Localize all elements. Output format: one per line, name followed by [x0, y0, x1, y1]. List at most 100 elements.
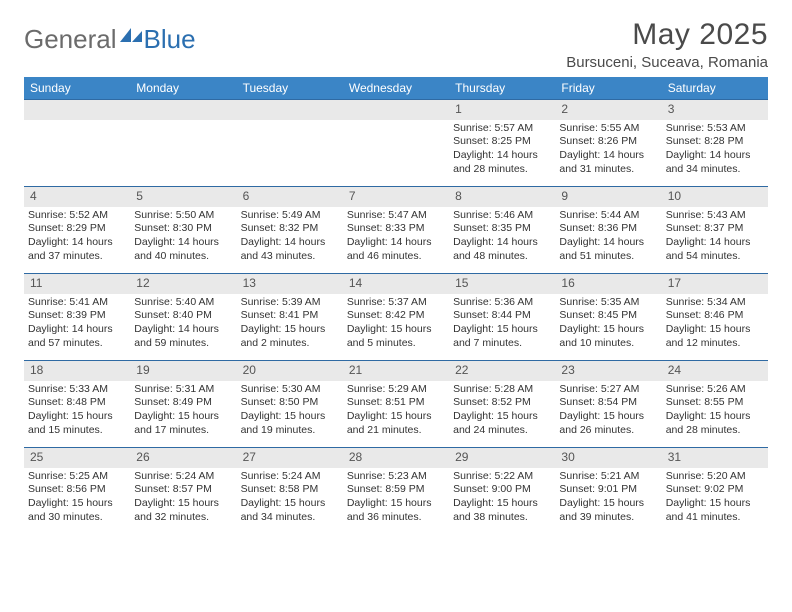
day-of-week-header: Sunday: [24, 77, 130, 99]
sunset-line: Sunset: 8:49 PM: [134, 396, 232, 410]
sunrise-line: Sunrise: 5:39 AM: [241, 296, 339, 310]
day-cell: 9Sunrise: 5:44 AMSunset: 8:36 PMDaylight…: [555, 187, 661, 273]
daylight-line-1: Daylight: 14 hours: [28, 323, 126, 337]
empty-day-bar: [343, 100, 449, 120]
daylight-line-2: and 54 minutes.: [666, 250, 764, 264]
day-number: 29: [449, 448, 555, 468]
daylight-line-1: Daylight: 15 hours: [453, 410, 551, 424]
day-cell: 25Sunrise: 5:25 AMSunset: 8:56 PMDayligh…: [24, 448, 130, 534]
brand-logo: General Blue: [24, 18, 196, 55]
daylight-line-2: and 5 minutes.: [347, 337, 445, 351]
day-cell: [343, 100, 449, 186]
daylight-line-2: and 28 minutes.: [453, 163, 551, 177]
daylight-line-2: and 34 minutes.: [666, 163, 764, 177]
day-of-week-header: Saturday: [662, 77, 768, 99]
logo-sail-icon: [120, 26, 142, 42]
sunset-line: Sunset: 8:54 PM: [559, 396, 657, 410]
daylight-line-2: and 24 minutes.: [453, 424, 551, 438]
day-cell: 29Sunrise: 5:22 AMSunset: 9:00 PMDayligh…: [449, 448, 555, 534]
sunrise-line: Sunrise: 5:43 AM: [666, 209, 764, 223]
sunrise-line: Sunrise: 5:36 AM: [453, 296, 551, 310]
title-block: May 2025 Bursuceni, Suceava, Romania: [566, 18, 768, 71]
daylight-line-1: Daylight: 15 hours: [28, 410, 126, 424]
daylight-line-2: and 48 minutes.: [453, 250, 551, 264]
week-row: 1Sunrise: 5:57 AMSunset: 8:25 PMDaylight…: [24, 99, 768, 186]
day-number: 7: [343, 187, 449, 207]
daylight-line-2: and 2 minutes.: [241, 337, 339, 351]
daylight-line-1: Daylight: 14 hours: [28, 236, 126, 250]
sunset-line: Sunset: 9:00 PM: [453, 483, 551, 497]
day-number: 2: [555, 100, 661, 120]
sunset-line: Sunset: 8:51 PM: [347, 396, 445, 410]
day-cell: 3Sunrise: 5:53 AMSunset: 8:28 PMDaylight…: [662, 100, 768, 186]
daylight-line-2: and 26 minutes.: [559, 424, 657, 438]
calendar-grid: SundayMondayTuesdayWednesdayThursdayFrid…: [24, 77, 768, 534]
daylight-line-1: Daylight: 15 hours: [347, 497, 445, 511]
day-cell: 8Sunrise: 5:46 AMSunset: 8:35 PMDaylight…: [449, 187, 555, 273]
sunset-line: Sunset: 8:29 PM: [28, 222, 126, 236]
daylight-line-2: and 30 minutes.: [28, 511, 126, 525]
daylight-line-2: and 43 minutes.: [241, 250, 339, 264]
day-number: 22: [449, 361, 555, 381]
day-cell: 13Sunrise: 5:39 AMSunset: 8:41 PMDayligh…: [237, 274, 343, 360]
daylight-line-1: Daylight: 14 hours: [134, 236, 232, 250]
day-cell: 28Sunrise: 5:23 AMSunset: 8:59 PMDayligh…: [343, 448, 449, 534]
daylight-line-1: Daylight: 14 hours: [559, 149, 657, 163]
sunset-line: Sunset: 8:50 PM: [241, 396, 339, 410]
sunset-line: Sunset: 8:44 PM: [453, 309, 551, 323]
day-number: 21: [343, 361, 449, 381]
day-of-week-header: Monday: [130, 77, 236, 99]
sunrise-line: Sunrise: 5:37 AM: [347, 296, 445, 310]
daylight-line-2: and 32 minutes.: [134, 511, 232, 525]
day-number: 13: [237, 274, 343, 294]
day-number: 20: [237, 361, 343, 381]
daylight-line-1: Daylight: 14 hours: [347, 236, 445, 250]
week-row: 4Sunrise: 5:52 AMSunset: 8:29 PMDaylight…: [24, 186, 768, 273]
daylight-line-1: Daylight: 14 hours: [134, 323, 232, 337]
day-of-week-header-row: SundayMondayTuesdayWednesdayThursdayFrid…: [24, 77, 768, 99]
sunrise-line: Sunrise: 5:47 AM: [347, 209, 445, 223]
sunset-line: Sunset: 8:56 PM: [28, 483, 126, 497]
daylight-line-1: Daylight: 14 hours: [666, 236, 764, 250]
day-number: 5: [130, 187, 236, 207]
sunrise-line: Sunrise: 5:44 AM: [559, 209, 657, 223]
daylight-line-2: and 21 minutes.: [347, 424, 445, 438]
daylight-line-1: Daylight: 15 hours: [134, 497, 232, 511]
day-number: 18: [24, 361, 130, 381]
day-cell: 7Sunrise: 5:47 AMSunset: 8:33 PMDaylight…: [343, 187, 449, 273]
sunset-line: Sunset: 8:35 PM: [453, 222, 551, 236]
sunrise-line: Sunrise: 5:21 AM: [559, 470, 657, 484]
day-cell: 27Sunrise: 5:24 AMSunset: 8:58 PMDayligh…: [237, 448, 343, 534]
sunset-line: Sunset: 8:36 PM: [559, 222, 657, 236]
sunset-line: Sunset: 8:42 PM: [347, 309, 445, 323]
day-cell: 15Sunrise: 5:36 AMSunset: 8:44 PMDayligh…: [449, 274, 555, 360]
sunset-line: Sunset: 8:30 PM: [134, 222, 232, 236]
sunset-line: Sunset: 8:28 PM: [666, 135, 764, 149]
sunset-line: Sunset: 8:59 PM: [347, 483, 445, 497]
day-cell: 18Sunrise: 5:33 AMSunset: 8:48 PMDayligh…: [24, 361, 130, 447]
day-cell: [237, 100, 343, 186]
day-cell: 12Sunrise: 5:40 AMSunset: 8:40 PMDayligh…: [130, 274, 236, 360]
daylight-line-2: and 51 minutes.: [559, 250, 657, 264]
daylight-line-2: and 12 minutes.: [666, 337, 764, 351]
daylight-line-2: and 40 minutes.: [134, 250, 232, 264]
daylight-line-1: Daylight: 14 hours: [666, 149, 764, 163]
day-cell: 31Sunrise: 5:20 AMSunset: 9:02 PMDayligh…: [662, 448, 768, 534]
daylight-line-1: Daylight: 15 hours: [559, 323, 657, 337]
daylight-line-1: Daylight: 15 hours: [28, 497, 126, 511]
day-number: 26: [130, 448, 236, 468]
empty-day-bar: [130, 100, 236, 120]
sunset-line: Sunset: 9:01 PM: [559, 483, 657, 497]
daylight-line-2: and 34 minutes.: [241, 511, 339, 525]
logo-text-general: General: [24, 24, 117, 55]
day-number: 27: [237, 448, 343, 468]
calendar-page: General Blue May 2025 Bursuceni, Suceava…: [0, 0, 792, 534]
sunrise-line: Sunrise: 5:46 AM: [453, 209, 551, 223]
day-cell: [24, 100, 130, 186]
sunset-line: Sunset: 8:40 PM: [134, 309, 232, 323]
day-cell: 16Sunrise: 5:35 AMSunset: 8:45 PMDayligh…: [555, 274, 661, 360]
daylight-line-1: Daylight: 15 hours: [241, 497, 339, 511]
sunset-line: Sunset: 8:37 PM: [666, 222, 764, 236]
sunset-line: Sunset: 8:58 PM: [241, 483, 339, 497]
sunset-line: Sunset: 8:46 PM: [666, 309, 764, 323]
